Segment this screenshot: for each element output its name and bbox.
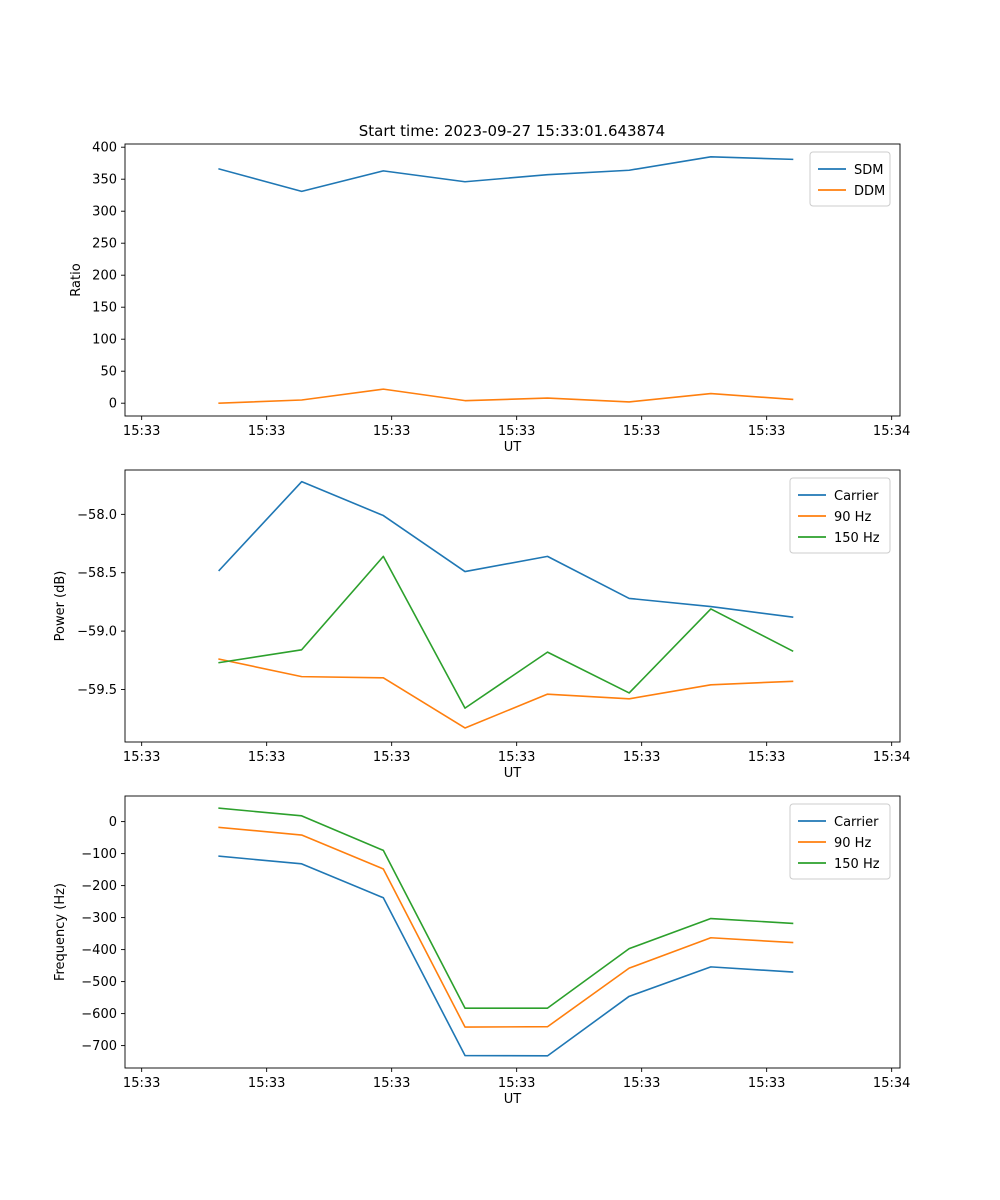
frequency-y-tick-label: 0 [109, 815, 117, 830]
power-series-lines [218, 480, 794, 729]
frequency-y-tick-label: −500 [81, 975, 117, 990]
ratio-x-tick-label: 15:33 [623, 424, 660, 439]
power-x-tick-label: 15:34 [873, 750, 910, 765]
ratio-x-tick-label: 15:34 [873, 424, 910, 439]
ratio-y-tick-label: 200 [92, 269, 117, 284]
power-y-tick-label: −59.5 [77, 683, 117, 698]
ratio-legend-label: DDM [854, 184, 885, 199]
frequency-series-carrier-line [218, 855, 794, 1057]
ratio-x-tick-label: 15:33 [748, 424, 785, 439]
ratio-axes-frame [124, 143, 901, 417]
frequency-x-tick-label: 15:33 [123, 1076, 160, 1091]
frequency-y-axis-label: Frequency (Hz) [53, 883, 68, 981]
ratio-y-tick-label: 0 [109, 397, 117, 412]
power-series-carrier-line [218, 480, 794, 618]
frequency-x-tick-label: 15:34 [873, 1076, 910, 1091]
ratio-series-ddm-line [218, 388, 794, 405]
frequency-series-150-hz-line [218, 807, 794, 1009]
ratio-series-sdm-line [218, 156, 794, 193]
power-series-150-hz-line [218, 555, 794, 709]
ratio-x-tick-label: 15:33 [123, 424, 160, 439]
power-panel: 15:33 15:33 15:33 15:33 15:33 15:33 15:34 −59.5… [53, 469, 910, 781]
ratio-y-tick-label: 150 [92, 301, 117, 316]
frequency-y-tick-label: −100 [81, 847, 117, 862]
frequency-y-tick-label: −200 [81, 879, 117, 894]
ratio-y-axis-label: Ratio [69, 263, 84, 296]
frequency-y-tick-label: −600 [81, 1007, 117, 1022]
power-series-90-hz-line [218, 658, 794, 729]
ratio-panel: 15:33 15:33 15:33 15:33 15:33 15:33 15:34 0 50 10… [69, 141, 910, 455]
frequency-panel: 15:33 15:33 15:33 15:33 15:33 15:33 15:34 −700 −… [53, 795, 910, 1107]
ratio-legend-label: SDM [854, 163, 883, 178]
ratio-x-tick-label: 15:33 [248, 424, 285, 439]
power-x-tick-label: 15:33 [248, 750, 285, 765]
power-x-tick-label: 15:33 [123, 750, 160, 765]
frequency-x-tick-label: 15:33 [748, 1076, 785, 1091]
ratio-y-tick-label: 100 [92, 333, 117, 348]
ratio-series-lines [218, 156, 794, 405]
power-x-tick-label: 15:33 [373, 750, 410, 765]
power-axes-frame [124, 469, 901, 743]
frequency-series-90-hz-line [218, 826, 794, 1028]
frequency-x-tick-label: 15:33 [623, 1076, 660, 1091]
power-legend-box [789, 477, 891, 554]
frequency-legend-label: 90 Hz [834, 836, 871, 851]
power-x-tick-label: 15:33 [498, 750, 535, 765]
power-y-tick-label: −58.0 [77, 508, 117, 523]
ratio-y-tick-label: 50 [100, 365, 117, 380]
power-x-tick-label: 15:33 [623, 750, 660, 765]
frequency-y-tick-label: −300 [81, 911, 117, 926]
frequency-x-axis-label: UT [504, 1092, 522, 1107]
frequency-x-tick-label: 15:33 [498, 1076, 535, 1091]
ratio-y-tick-label: 250 [92, 237, 117, 252]
power-legend: Carrier 90 Hz 150 Hz [789, 477, 891, 554]
frequency-y-tick-label: −700 [81, 1039, 117, 1054]
ratio-x-tick-label: 15:33 [498, 424, 535, 439]
frequency-x-tick-label: 15:33 [373, 1076, 410, 1091]
power-x-tick-label: 15:33 [748, 750, 785, 765]
power-y-tick-label: −59.0 [77, 625, 117, 640]
frequency-legend-label: 150 Hz [834, 857, 880, 872]
power-y-axis-label: Power (dB) [53, 571, 68, 642]
figure-title: Start time: 2023-09-27 15:33:01.643874 [359, 122, 665, 140]
ratio-y-tick-label: 350 [92, 173, 117, 188]
power-x-axis-label: UT [504, 766, 522, 781]
ratio-legend-box [809, 151, 891, 207]
frequency-legend-box [789, 803, 891, 880]
ratio-y-tick-label: 300 [92, 205, 117, 220]
frequency-x-tick-label: 15:33 [248, 1076, 285, 1091]
ratio-x-axis-label: UT [504, 440, 522, 455]
frequency-y-tick-label: −400 [81, 943, 117, 958]
ratio-legend: SDM DDM [809, 151, 891, 207]
frequency-series-lines [218, 807, 794, 1057]
ratio-x-tick-label: 15:33 [373, 424, 410, 439]
power-legend-label: 90 Hz [834, 510, 871, 525]
power-legend-label: 150 Hz [834, 531, 880, 546]
frequency-legend-label: Carrier [834, 815, 879, 830]
ratio-y-tick-label: 400 [92, 141, 117, 156]
power-y-tick-label: −58.5 [77, 566, 117, 581]
frequency-legend: Carrier 90 Hz 150 Hz [789, 803, 891, 880]
power-legend-label: Carrier [834, 489, 879, 504]
frequency-axes-frame [124, 795, 901, 1069]
